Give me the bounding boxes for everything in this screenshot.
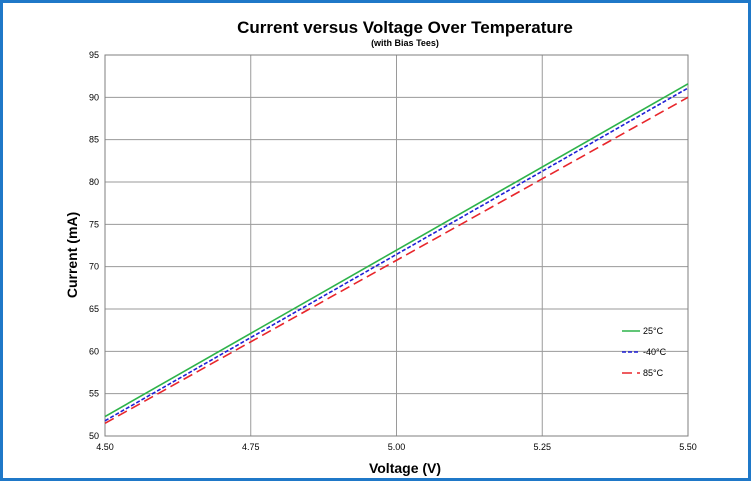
series-line-2 [104,96,689,424]
y-tick-label: 75 [89,219,99,229]
x-tick-label: 5.25 [533,442,551,452]
legend-label: 85°C [643,368,664,378]
x-tick-label: 5.50 [679,442,697,452]
series-line-1 [104,87,689,422]
grid [104,54,689,437]
y-axis-ticks: 50 55 60 65 70 75 80 85 90 95 [89,50,99,441]
legend-label: 25°C [643,326,664,336]
x-tick-label: 5.00 [388,442,406,452]
legend-label: -40°C [643,347,667,357]
y-tick-label: 85 [89,135,99,145]
x-tick-label: 4.75 [242,442,260,452]
y-tick-label: 50 [89,431,99,441]
y-tick-label: 60 [89,346,99,356]
y-tick-label: 90 [89,92,99,102]
y-axis-label: Current (mA) [64,212,80,298]
x-axis-ticks: 4.50 4.75 5.00 5.25 5.50 [96,442,697,452]
series-line-0 [104,83,689,418]
y-tick-label: 65 [89,304,99,314]
y-tick-label: 70 [89,262,99,272]
chart-subtitle: (with Bias Tees) [371,38,439,48]
y-tick-label: 80 [89,177,99,187]
series-lines [104,83,689,424]
x-axis-label: Voltage (V) [369,460,441,476]
plot-area-border [104,54,689,437]
y-tick-label: 55 [89,389,99,399]
y-tick-label: 95 [89,50,99,60]
legend: 25°C -40°C 85°C [622,326,667,378]
chart-title: Current versus Voltage Over Temperature [237,18,573,37]
x-tick-label: 4.50 [96,442,114,452]
